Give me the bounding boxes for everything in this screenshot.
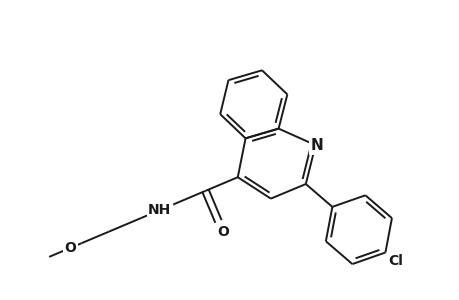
Text: O: O — [217, 225, 229, 239]
Text: Cl: Cl — [387, 254, 402, 268]
Text: NH: NH — [148, 203, 171, 217]
Text: O: O — [65, 241, 76, 255]
Text: N: N — [310, 138, 323, 153]
